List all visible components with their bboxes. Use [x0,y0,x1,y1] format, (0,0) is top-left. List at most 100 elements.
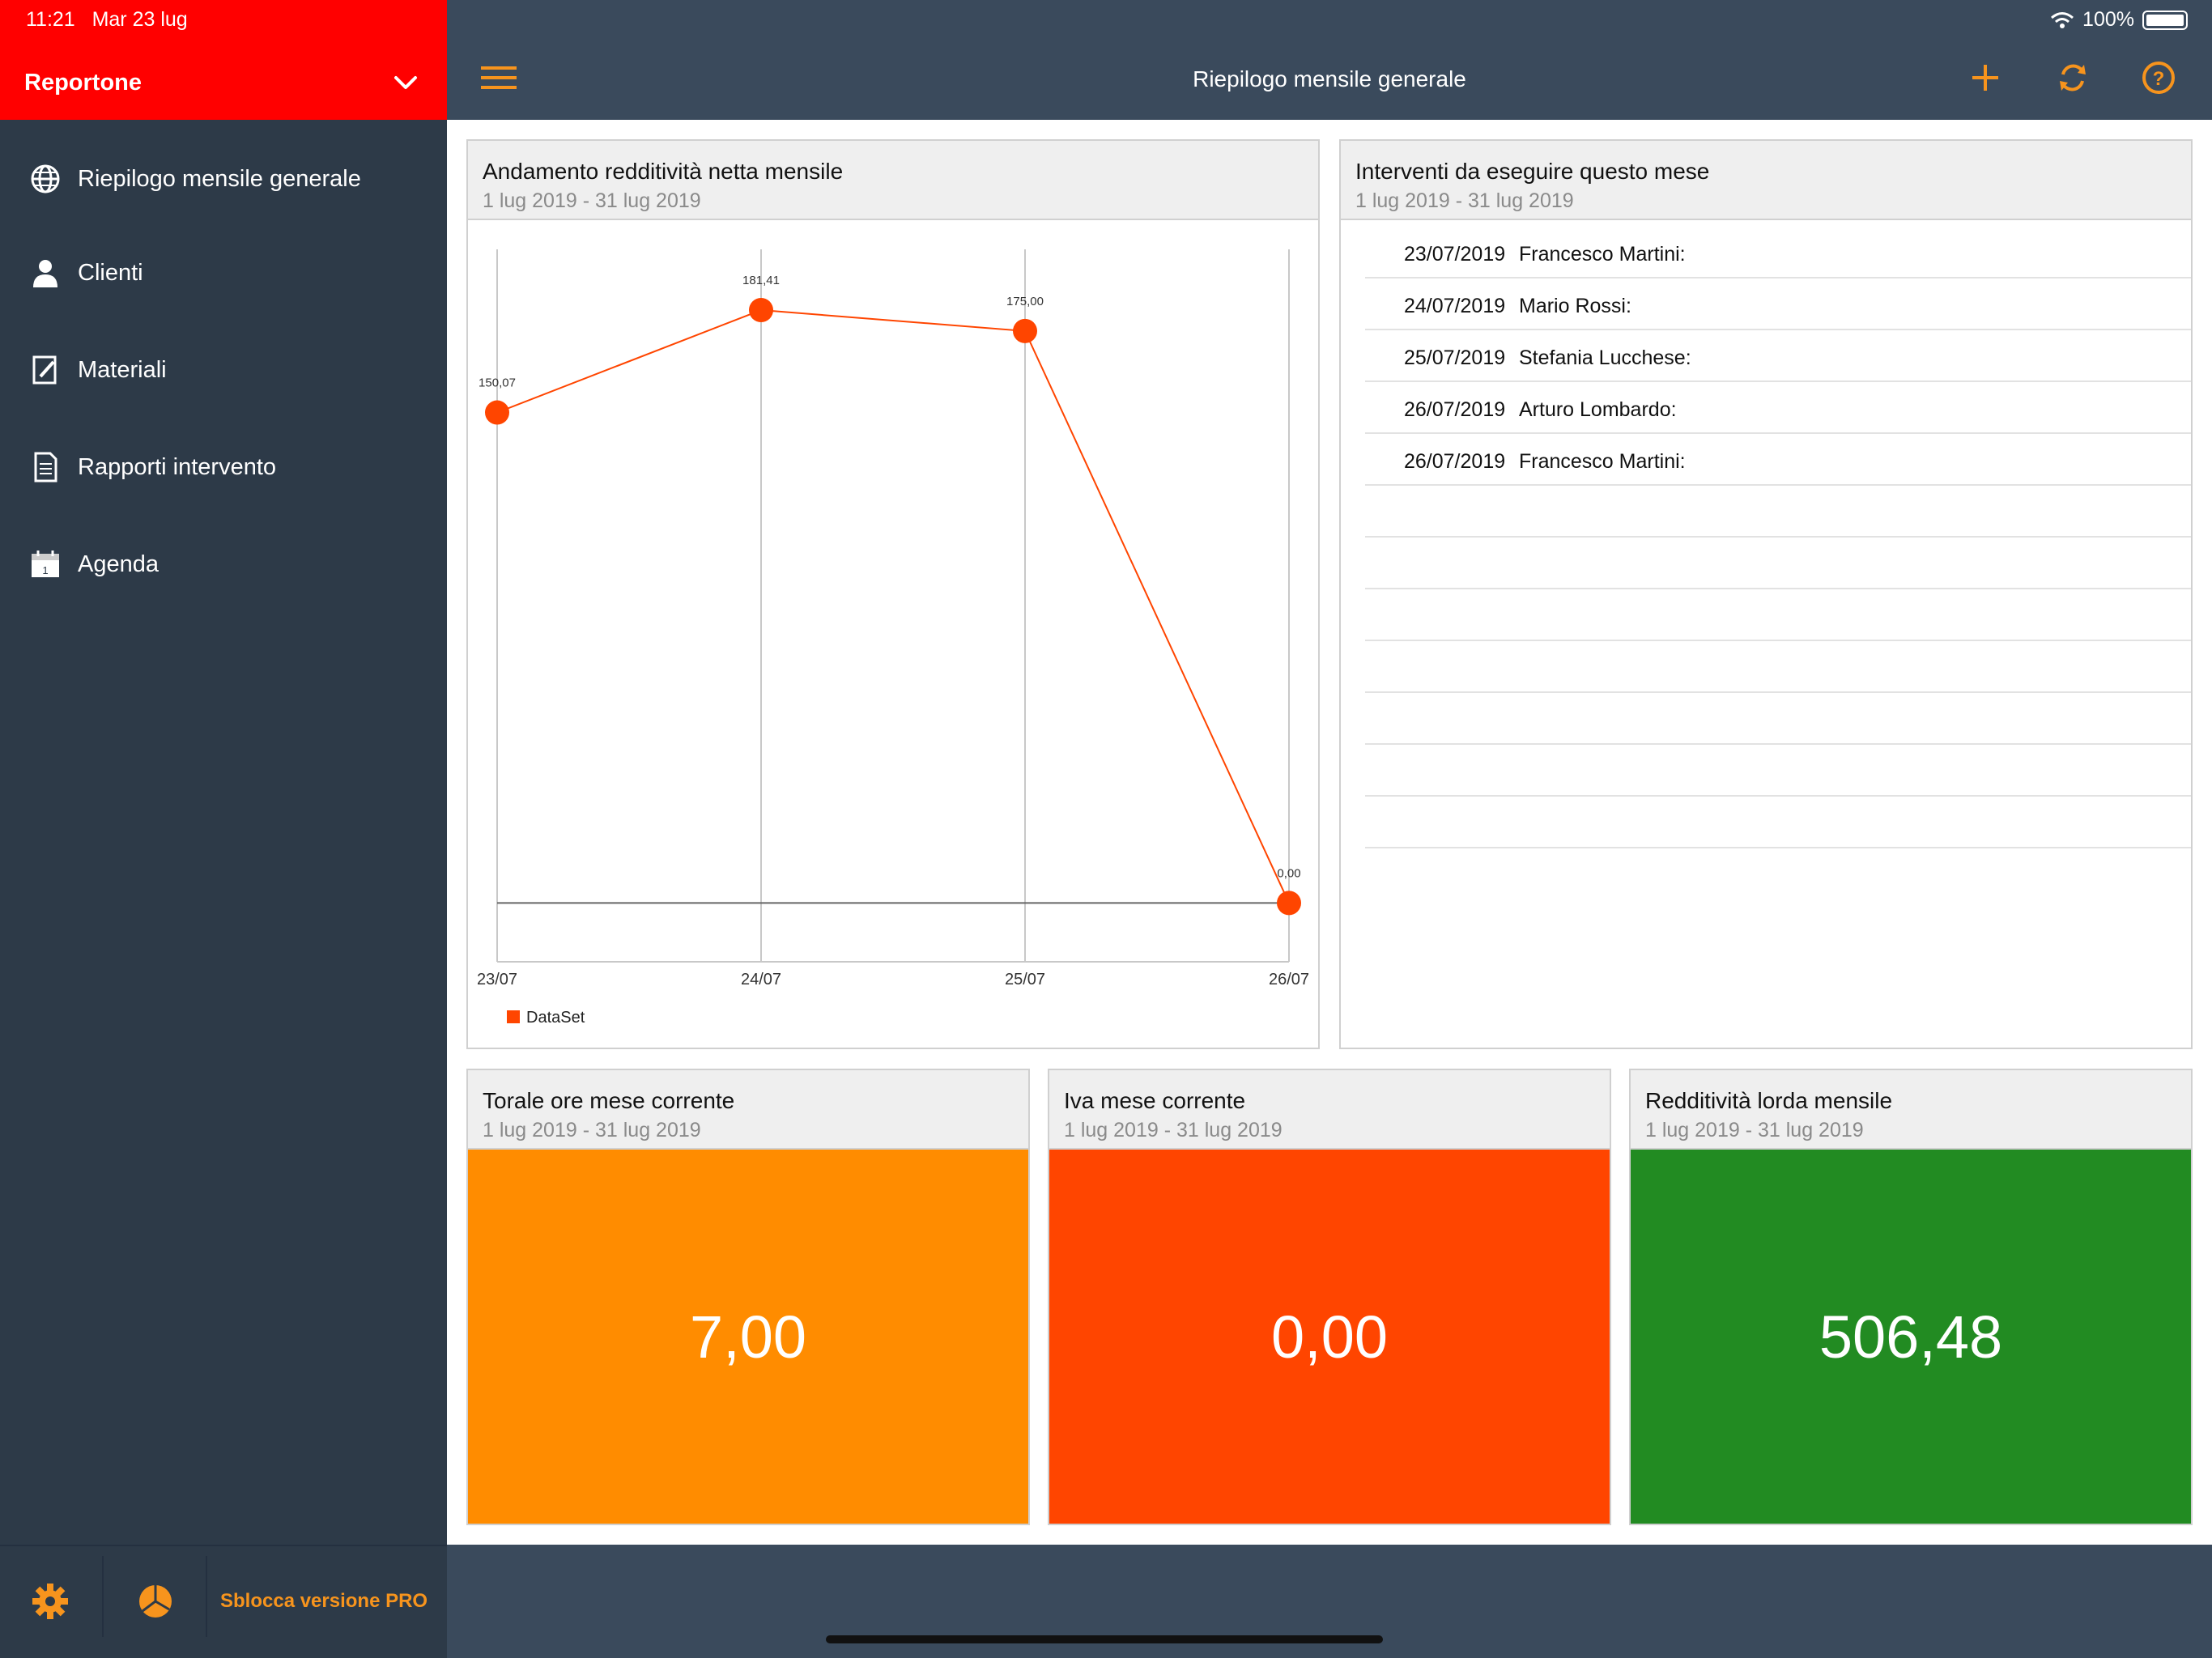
intervention-row[interactable]: 24/07/2019 Mario Rossi: [1365,278,2191,330]
sidebar: 11:21 Mar 23 lug Reportone Riepilogo men… [0,0,447,1658]
card-title: Iva mese corrente [1064,1088,1246,1113]
sidebar-item-label: Agenda [78,551,159,577]
intervention-row[interactable]: 23/07/2019 Francesco Martini: [1365,227,2191,278]
line-chart[interactable]: 150,07 181,41 175,00 0,00 23/07 24/07 25/07 26/… [468,220,1318,1048]
sidebar-item-agenda[interactable]: 1 Agenda [0,520,447,609]
home-indicator [826,1635,1383,1643]
card-title: Andamento redditività netta mensile [483,159,844,184]
wifi-icon [2051,11,2074,28]
stat-value: 7,00 [468,1150,1028,1524]
sidebar-item-label: Rapporti intervento [78,454,277,480]
card-subtitle: 1 lug 2019 - 31 lug 2019 [1355,189,1574,212]
empty-row [1365,693,2191,745]
add-icon[interactable] [1969,62,2001,94]
chart-tick-label: 23/07 [477,971,517,988]
intervention-row[interactable]: 25/07/2019 Stefania Lucchese: [1365,330,2191,382]
sidebar-item-riepilogo[interactable]: Riepilogo mensile generale [0,134,447,223]
divider [206,1556,207,1637]
empty-row [1365,641,2191,693]
intervention-row[interactable]: 26/07/2019 Francesco Martini: [1365,434,2191,486]
svg-text:?: ? [2153,68,2165,90]
document-icon [34,452,57,483]
chart-tick-label: 26/07 [1269,971,1309,988]
hamburger-menu-icon[interactable] [481,65,517,91]
unlock-pro-link[interactable]: Sblocca versione PRO [220,1590,428,1612]
help-icon[interactable]: ? [2141,60,2176,96]
intervention-client: Stefania Lucchese: [1519,346,1691,369]
card-header: Interventi da eseguire questo mese 1 lug… [1341,141,2191,220]
battery-percent: 100% [2082,8,2134,31]
card-header: Iva mese corrente 1 lug 2019 - 31 lug 20… [1049,1070,1610,1150]
intervention-date: 26/07/2019 [1404,398,1506,421]
card-title: Redditività lorda mensile [1645,1088,1893,1113]
interventions-card: Interventi da eseguire questo mese 1 lug… [1339,139,2193,1049]
sidebar-item-clienti[interactable]: Clienti [0,228,447,317]
chart-tick-label: 24/07 [741,971,781,988]
sidebar-header: 11:21 Mar 23 lug Reportone [0,0,447,120]
intervention-date: 26/07/2019 [1404,450,1506,473]
dashboard-content: Andamento redditività netta mensile 1 lu… [447,120,2212,1545]
chart-data-label: 0,00 [1277,866,1300,880]
chart-series-line [496,309,1290,903]
status-date: Mar 23 lug [91,8,188,31]
intervention-date: 23/07/2019 [1404,243,1506,266]
calendar-icon: 1 [32,551,59,577]
card-subtitle: 1 lug 2019 - 31 lug 2019 [1064,1119,1283,1141]
status-bar-right: 100% [2050,8,2188,32]
globe-icon [31,164,60,193]
divider [102,1556,104,1637]
intervention-client: Mario Rossi: [1519,295,1631,317]
app-title[interactable]: Reportone [24,70,142,96]
status-time: 11:21 [26,8,75,31]
empty-row [1365,589,2191,641]
stat-card-gross: Redditività lorda mensile 1 lug 2019 - 3… [1629,1069,2193,1525]
sidebar-item-label: Clienti [78,260,143,286]
intervention-client: Francesco Martini: [1519,243,1686,266]
sidebar-item-label: Materiali [78,357,167,383]
card-subtitle: 1 lug 2019 - 31 lug 2019 [483,189,701,212]
chevron-down-icon[interactable] [393,73,418,92]
bottom-bar [447,1545,2212,1658]
empty-row [1365,745,2191,797]
empty-row [1365,538,2191,589]
status-time-date: 11:21 Mar 23 lug [26,8,188,32]
intervention-client: Arturo Lombardo: [1519,398,1677,421]
chart-point [1013,318,1037,343]
chart-point [1277,891,1301,916]
pie-chart-icon[interactable] [136,1582,175,1621]
card-title: Interventi da eseguire questo mese [1355,159,1710,184]
card-title: Torale ore mese corrente [483,1088,735,1113]
chart-legend-swatch [507,1010,520,1023]
svg-text:1: 1 [42,564,48,576]
chart-data-label: 175,00 [1006,295,1044,308]
sidebar-footer: Sblocca versione PRO [0,1545,447,1658]
stat-value: 0,00 [1049,1150,1610,1524]
gear-icon[interactable] [31,1582,70,1621]
intervention-date: 25/07/2019 [1404,346,1506,369]
intervention-row[interactable]: 26/07/2019 Arturo Lombardo: [1365,382,2191,434]
chart-data-label: 181,41 [742,274,780,287]
person-icon [33,260,57,287]
empty-row [1365,797,2191,848]
card-subtitle: 1 lug 2019 - 31 lug 2019 [483,1119,701,1141]
card-subtitle: 1 lug 2019 - 31 lug 2019 [1645,1119,1864,1141]
sidebar-item-rapporti[interactable]: Rapporti intervento [0,423,447,512]
edit-document-icon [32,355,57,385]
intervention-client: Francesco Martini: [1519,450,1686,473]
chart-point [485,400,509,425]
card-header: Torale ore mese corrente 1 lug 2019 - 31… [468,1070,1028,1150]
top-bar: 100% Riepilogo mensile generale ? [447,0,2212,120]
card-header: Andamento redditività netta mensile 1 lu… [468,141,1318,220]
stat-card-iva: Iva mese corrente 1 lug 2019 - 31 lug 20… [1048,1069,1611,1525]
stat-value: 506,48 [1631,1150,2191,1524]
chart-data-label: 150,07 [479,376,516,390]
intervention-date: 24/07/2019 [1404,295,1506,317]
empty-row [1365,486,2191,538]
sync-icon[interactable] [2055,60,2091,96]
sidebar-item-materiali[interactable]: Materiali [0,325,447,414]
chart-legend-label: DataSet [526,1009,585,1027]
card-header: Redditività lorda mensile 1 lug 2019 - 3… [1631,1070,2191,1150]
sidebar-item-label: Riepilogo mensile generale [78,166,361,192]
page-title: Riepilogo mensile generale [1193,66,1466,91]
chart-tick-label: 25/07 [1005,971,1045,988]
